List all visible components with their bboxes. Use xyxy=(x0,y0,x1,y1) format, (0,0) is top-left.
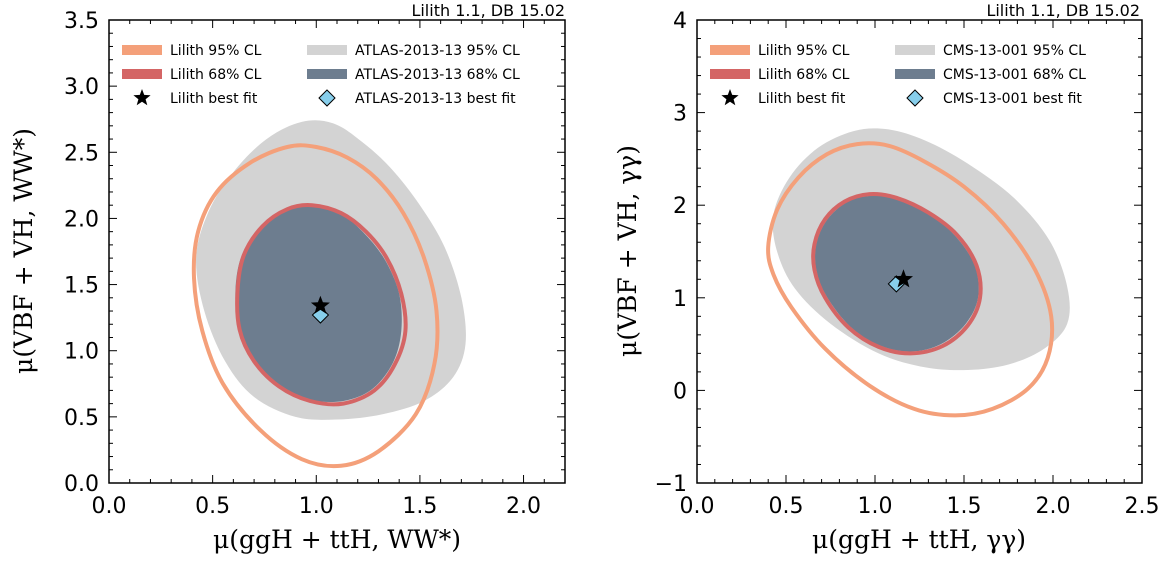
legend-label-5-right: Lilith best fit xyxy=(758,91,846,107)
chart-panel-right: Lilith 95% CL CMS-13-001 95% CL Lilith 68%… xyxy=(613,1,1160,554)
legend-swatch-5-left xyxy=(133,89,151,106)
y-tick-label-left: 2.0 xyxy=(64,207,99,232)
x-tick-label-left: 1.5 xyxy=(402,494,437,519)
legend-swatch-4-left xyxy=(307,69,347,79)
y-axis-label-left: μ(VBF + VH, WW*) xyxy=(9,128,38,374)
y-tick-label-right: 0 xyxy=(673,379,687,404)
plot-frame-left xyxy=(108,19,566,484)
corner-text-right: Lilith 1.1, DB 15.02 xyxy=(986,1,1140,20)
legend-swatch-3-left xyxy=(307,45,347,55)
x-axis-label-left: μ(ggH + ttH, WW*) xyxy=(213,525,461,554)
contour-lilith-95-cl-left xyxy=(191,143,440,469)
y-tick-label-left: 3.5 xyxy=(64,9,99,34)
legend-swatch-6-left xyxy=(318,89,336,107)
best-fit-star-right xyxy=(894,269,913,288)
x-axis-label-right: μ(ggH + ttH, γγ) xyxy=(812,525,1026,554)
legend-left: Lilith 95% CL ATLAS-2013-13 95% CL Lilith … xyxy=(122,43,520,107)
y-tick-label-left: 0.0 xyxy=(64,472,99,497)
legend-label-4-left: ATLAS-2013-13 68% CL xyxy=(355,67,520,83)
contour-lilith-68-cl-left xyxy=(235,203,408,407)
y-tick-label-left: 2.5 xyxy=(64,141,99,166)
x-tick-label-left: 2.0 xyxy=(506,494,541,519)
legend-swatch-2-left xyxy=(122,69,162,79)
markers-right xyxy=(887,269,913,293)
legend-label-4-right: CMS-13-001 68% CL xyxy=(943,67,1086,83)
x-tick-label-right: 0.0 xyxy=(680,494,715,519)
y-tick-label-right: 1 xyxy=(673,287,687,312)
legend-label-2-right: Lilith 68% CL xyxy=(758,67,850,83)
tick-labels-right: 0.0 0.5 1.0 1.5 2.0 2.5 −1 0 1 2 3 4 xyxy=(655,9,1160,519)
x-tick-label-right: 1.5 xyxy=(947,494,982,519)
plot-frame-right xyxy=(696,19,1143,484)
legend-label-6-left: ATLAS-2013-13 best fit xyxy=(355,91,516,107)
x-tick-label-right: 2.5 xyxy=(1125,494,1160,519)
x-tick-label-left: 1.0 xyxy=(299,494,334,519)
y-tick-label-right: 4 xyxy=(673,9,687,34)
corner-text-left: Lilith 1.1, DB 15.02 xyxy=(411,1,565,20)
legend-label-3-right: CMS-13-001 95% CL xyxy=(943,43,1086,59)
contour-lilith-95-cl-right xyxy=(766,141,1055,418)
legend-right: Lilith 95% CL CMS-13-001 95% CL Lilith 68%… xyxy=(710,43,1086,107)
x-tick-label-right: 1.0 xyxy=(858,494,893,519)
x-tick-label-left: 0.5 xyxy=(195,494,230,519)
legend-swatch-1-right xyxy=(710,45,750,55)
contour-cms-13-001-68-cl-right xyxy=(814,195,979,352)
legend-label-2-left: Lilith 68% CL xyxy=(170,67,262,83)
plot-area-left xyxy=(191,120,466,469)
legend-label-6-right: CMS-13-001 best fit xyxy=(943,91,1082,107)
y-tick-label-left: 3.0 xyxy=(64,75,99,100)
legend-swatch-2-right xyxy=(710,69,750,79)
chart-panel-left: Lilith 95% CL ATLAS-2013-13 95% CL Lilith … xyxy=(9,1,566,554)
plot-area-right xyxy=(766,128,1070,418)
y-tick-label-left: 1.0 xyxy=(64,340,99,365)
y-tick-label-right: 2 xyxy=(673,194,687,219)
legend-swatch-6-right xyxy=(906,89,924,107)
legend-swatch-4-right xyxy=(895,69,935,79)
legend-label-1-right: Lilith 95% CL xyxy=(758,43,850,59)
x-tick-label-right: 2.0 xyxy=(1036,494,1071,519)
tick-labels-left: 0.0 0.5 1.0 1.5 2.0 0.0 0.5 1.0 1.5 2.0 2.5 3.0 3.5 xyxy=(64,9,541,519)
legend-label-1-left: Lilith 95% CL xyxy=(170,43,262,59)
y-tick-label-right: −1 xyxy=(655,472,687,497)
legend-swatch-3-right xyxy=(895,45,935,55)
best-fit-star-left xyxy=(310,295,330,314)
legend-swatch-1-left xyxy=(122,45,162,55)
y-tick-label-right: 3 xyxy=(673,102,687,127)
legend-swatch-5-right xyxy=(721,89,739,106)
y-tick-label-left: 0.5 xyxy=(64,406,99,431)
contour-lilith-68-cl-right xyxy=(811,191,983,356)
x-tick-label-left: 0.0 xyxy=(92,494,127,519)
y-axis-label-right: μ(VBF + VH, γγ) xyxy=(613,145,642,357)
markers-left xyxy=(310,295,330,324)
legend-label-5-left: Lilith best fit xyxy=(170,91,258,107)
x-tick-label-right: 0.5 xyxy=(769,494,804,519)
legend-label-3-left: ATLAS-2013-13 95% CL xyxy=(355,43,520,59)
y-tick-label-left: 1.5 xyxy=(64,274,99,299)
